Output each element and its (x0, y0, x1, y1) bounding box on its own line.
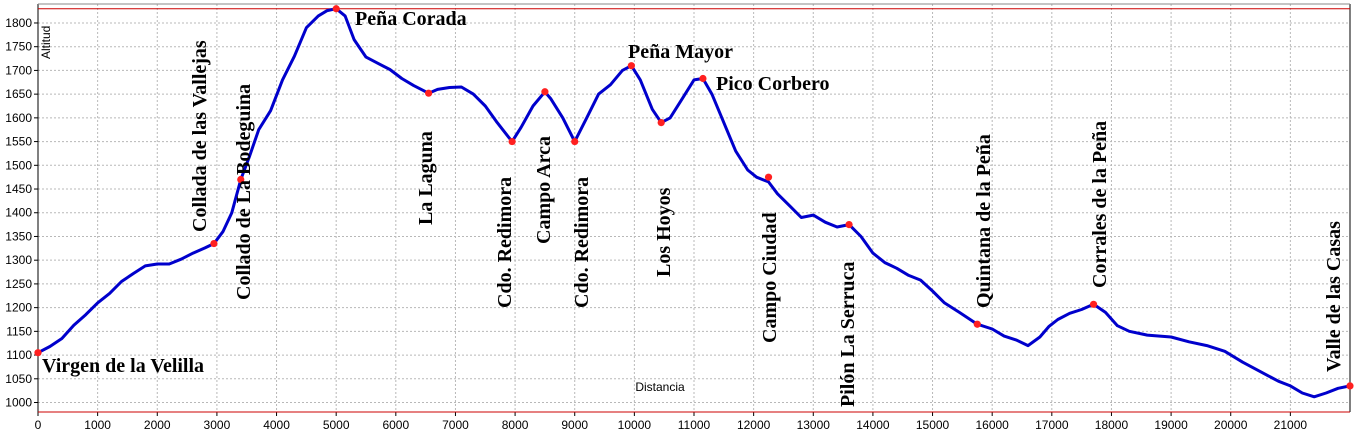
grid-layer (38, 4, 1350, 412)
x-tick-label: 19000 (1154, 418, 1188, 432)
x-tick-label: 1000 (84, 418, 111, 432)
waypoint-label: Cdo. Redimora (571, 177, 593, 308)
x-tick-label: 5000 (323, 418, 350, 432)
waypoint-label: Collado de La Bodeguina (233, 84, 255, 300)
x-tick-label: 10000 (618, 418, 652, 432)
x-tick-label: 15000 (916, 418, 950, 432)
waypoint-label: Virgen de la Velilla (42, 355, 204, 377)
waypoint-marker (508, 137, 516, 146)
y-tick-label: 1800 (5, 16, 32, 30)
waypoint-label: Corrales de la Peña (1089, 121, 1111, 288)
waypoint-marker (210, 239, 218, 248)
waypoint-marker-layer (34, 5, 1354, 390)
waypoint-label: Quintana de la Peña (973, 134, 995, 308)
y-tick-label: 1300 (5, 253, 32, 267)
x-tick-label: 9000 (561, 418, 588, 432)
waypoint-marker (699, 74, 707, 83)
waypoint-label: Collada de las Vallejas (189, 40, 211, 232)
x-tick-label: 8000 (502, 418, 529, 432)
waypoint-label: Pilón La Serruca (837, 261, 859, 407)
x-tick-label: 3000 (204, 418, 231, 432)
waypoint-marker (332, 5, 340, 13)
waypoint-label: Pico Corbero (716, 73, 830, 95)
x-tick-label: 4000 (263, 418, 290, 432)
y-tick-label: 1050 (5, 372, 32, 386)
waypoint-label: Peña Mayor (628, 41, 733, 63)
y-tick-label: 1250 (5, 277, 32, 291)
x-tick-label: 2000 (144, 418, 171, 432)
y-tick-label: 1350 (5, 229, 32, 243)
waypoint-marker (657, 119, 665, 127)
elevation-series-line (36, 7, 1352, 399)
y-tick-label: 1750 (5, 40, 32, 54)
waypoint-marker (764, 173, 773, 181)
x-tick-label: 20000 (1214, 418, 1248, 432)
x-tick-label: 11000 (678, 418, 711, 432)
waypoint-label: Cdo. Redimora (494, 177, 516, 308)
waypoint-marker (571, 137, 579, 146)
y-tick-label: 1500 (5, 158, 32, 172)
waypoint-label: Campo Ciudad (759, 212, 781, 343)
waypoint-marker (1346, 382, 1354, 390)
x-tick-label: 17000 (1035, 418, 1069, 432)
waypoint-marker (541, 88, 549, 96)
y-tick-label: 1400 (5, 206, 32, 220)
x-tick-label: 14000 (856, 418, 890, 432)
y-tick-label: 1600 (5, 111, 32, 125)
y-tick-label: 1700 (5, 63, 32, 77)
x-tick-label: 0 (35, 418, 42, 432)
waypoint-marker (425, 89, 433, 97)
x-tick-label: 16000 (975, 418, 1009, 432)
reference-line-layer (38, 8, 1350, 413)
waypoint-marker (627, 62, 635, 70)
waypoint-marker (34, 349, 42, 357)
y-tick-label: 1550 (5, 135, 32, 149)
waypoint-marker (1089, 300, 1098, 308)
waypoint-marker (845, 221, 853, 229)
waypoint-label: Los Hoyos (653, 187, 675, 277)
x-axis-title: Distancia (635, 380, 685, 394)
axis-layer: 0 1000 2000 3000 4000 5000 6000 7000 8000 9000 100… (5, 3, 1351, 432)
x-tick-label: 6000 (382, 418, 409, 432)
series-layer (36, 7, 1352, 399)
waypoint-label: Campo Arca (533, 136, 555, 244)
waypoint-label: La Laguna (415, 131, 437, 225)
x-tick-label: 21000 (1274, 418, 1308, 432)
waypoint-marker (237, 175, 245, 184)
y-axis-title: Altitud (39, 26, 53, 59)
waypoint-label: Valle de las Casas (1323, 221, 1345, 372)
y-tick-label: 1150 (6, 324, 32, 338)
y-tick-label: 1450 (5, 182, 32, 196)
x-tick-label: 18000 (1095, 418, 1129, 432)
x-tick-label: 7000 (442, 418, 469, 432)
waypoint-label-layer: Virgen de la Velilla Collada de las Valle… (42, 8, 1345, 407)
waypoint-marker (973, 320, 981, 328)
y-tick-label: 1650 (5, 87, 32, 101)
y-tick-label: 1000 (5, 396, 32, 410)
x-tick-label: 12000 (737, 418, 771, 432)
waypoint-label: Peña Corada (355, 8, 467, 30)
y-tick-label: 1200 (5, 301, 32, 315)
x-tick-label: 13000 (797, 418, 831, 432)
y-tick-label: 1100 (6, 348, 32, 362)
